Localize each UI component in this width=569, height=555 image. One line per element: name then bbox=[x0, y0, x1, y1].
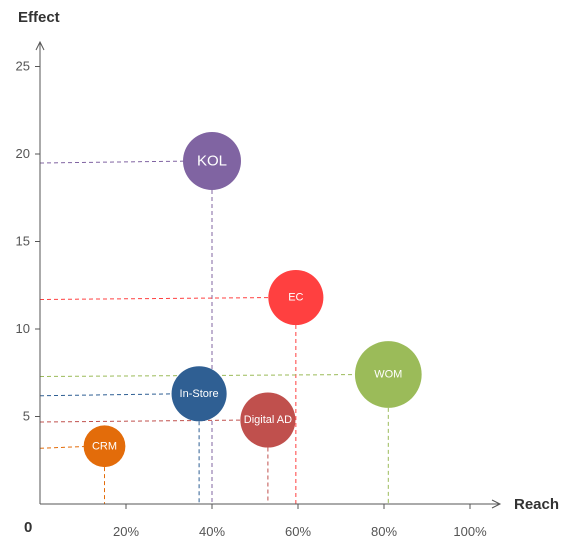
guide-horizontal-in-store bbox=[39, 393, 183, 397]
y-tick-label: 15 bbox=[16, 234, 30, 249]
bubble-in-store bbox=[171, 366, 227, 422]
y-tick-label: 5 bbox=[23, 409, 30, 424]
y-tick-label: 25 bbox=[16, 59, 30, 74]
bubble-label-in-store: In-Store bbox=[180, 388, 219, 400]
guide-horizontal-crm bbox=[39, 445, 92, 449]
bubble-ec bbox=[268, 269, 324, 326]
bubbles: KOL EC WOM In-Store Digital AD CRM bbox=[83, 132, 422, 468]
y-axis-title: Effect bbox=[18, 9, 60, 26]
guide-horizontal-ec bbox=[39, 297, 280, 300]
bubble-label-ec: EC bbox=[288, 292, 303, 304]
x-axis-title: Reach bbox=[514, 496, 559, 513]
x-axis-arrow bbox=[491, 499, 502, 509]
y-tick-label: 20 bbox=[16, 146, 30, 161]
x-tick-label: 100% bbox=[453, 524, 487, 539]
x-tick-label: 60% bbox=[285, 524, 311, 539]
bubble-wom bbox=[354, 341, 422, 408]
guide-horizontal-kol bbox=[39, 160, 195, 164]
bubble-label-digital-ad: Digital AD bbox=[244, 414, 292, 426]
x-tick-label: 80% bbox=[371, 524, 397, 539]
bubble-label-crm: CRM bbox=[92, 440, 117, 452]
bubble-crm bbox=[83, 425, 126, 468]
x-tick-label: 40% bbox=[199, 524, 225, 539]
bubble-kol bbox=[183, 132, 241, 190]
axes bbox=[35, 40, 502, 509]
bubble-label-wom: WOM bbox=[374, 369, 402, 381]
bubble-digital-ad bbox=[240, 392, 296, 448]
guide-horizontal-digital-ad bbox=[39, 419, 252, 423]
y-axis-arrow bbox=[35, 40, 45, 51]
axis-ticks: 20% 40% 60% 80% 100% 5 10 15 20 25 bbox=[16, 59, 488, 540]
y-tick-label: 10 bbox=[16, 321, 30, 336]
bubble-label-kol: KOL bbox=[197, 153, 227, 170]
x-tick-label: 20% bbox=[113, 524, 139, 539]
origin-label: 0 bbox=[24, 519, 32, 536]
